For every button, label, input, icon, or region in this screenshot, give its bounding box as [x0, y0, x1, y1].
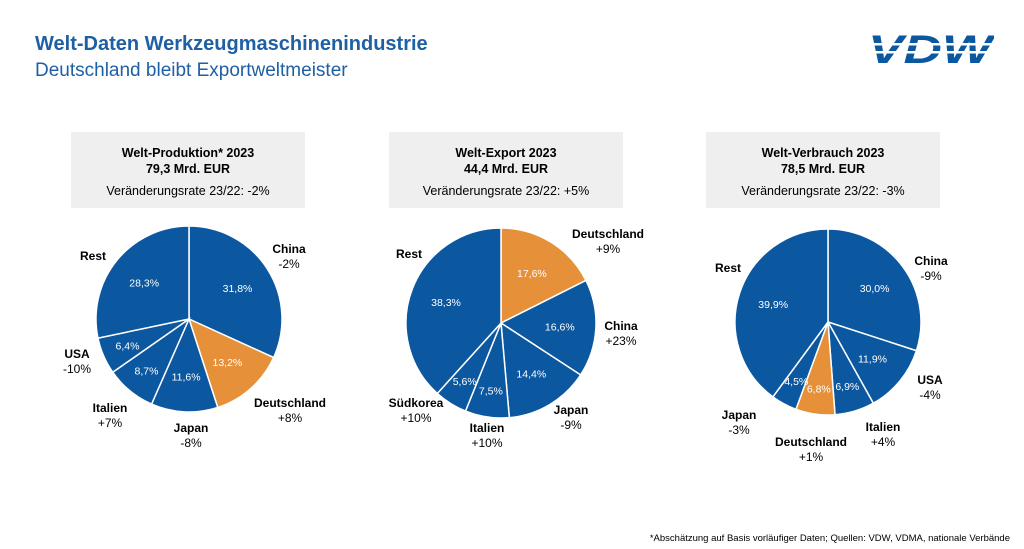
- consumption-value-label-deutschland: 6,8%: [807, 383, 831, 395]
- export-change-label-china: +23%: [605, 334, 636, 348]
- export-value-label-china: 16,6%: [545, 321, 575, 333]
- consumption-category-label-usa: USA: [917, 373, 943, 387]
- production-category-label-china: China: [272, 242, 306, 256]
- production-slice-rest: [95, 225, 190, 340]
- export-category-label-italien: Italien: [470, 421, 505, 435]
- export-value-label-rest: 38,3%: [431, 297, 461, 309]
- consumption-change-label-japan: -3%: [728, 423, 750, 437]
- panel-export: Welt-Export 2023 44,4 Mrd. EUR Veränderu…: [389, 132, 623, 208]
- export-change-label-japan: -9%: [560, 418, 582, 432]
- panel-export-title: Welt-Export 2023: [455, 146, 557, 160]
- export-slice-deutschland: [500, 227, 587, 325]
- page-subtitle: Deutschland bleibt Exportweltmeister: [35, 60, 348, 81]
- export-value-label-deutschland: 17,6%: [517, 268, 547, 280]
- panel-production-rate: Veränderungsrate 23/22: -2%: [106, 184, 270, 198]
- export-slice-japan: [500, 321, 582, 419]
- production-category-label-italien: Italien: [93, 401, 128, 415]
- consumption-value-label-rest: 39,9%: [758, 299, 788, 311]
- panel-production-title: Welt-Produktion* 2023: [121, 146, 255, 160]
- production-change-label-china: -2%: [278, 257, 300, 271]
- consumption-slice-china: [827, 228, 922, 352]
- panel-consumption-rate: Veränderungsrate 23/22: -3%: [741, 184, 905, 198]
- page-title: Welt-Daten Werkzeugmaschinenindustrie: [35, 33, 428, 55]
- export-value-label-japan: 14,4%: [516, 369, 546, 381]
- export-category-label-japan: Japan: [554, 403, 589, 417]
- export-category-label-rest: Rest: [396, 247, 422, 261]
- production-value-label-china: 31,8%: [223, 283, 253, 295]
- consumption-change-label-usa: -4%: [919, 388, 941, 402]
- export-value-label-italien: 7,5%: [479, 386, 503, 398]
- export-change-label-deutschland: +9%: [596, 242, 621, 256]
- panel-consumption-total: 78,5 Mrd. EUR: [780, 162, 866, 176]
- consumption-value-label-china: 30,0%: [860, 283, 890, 295]
- export-category-label-china: China: [604, 319, 638, 333]
- production-change-label-usa: -10%: [63, 362, 91, 376]
- consumption-category-label-china: China: [914, 254, 948, 268]
- production-change-label-italien: +7%: [98, 416, 123, 430]
- production-slice-china: [188, 225, 283, 359]
- consumption-change-label-deutschland: +1%: [799, 450, 824, 464]
- consumption-value-label-japan: 4,5%: [784, 376, 808, 388]
- export-category-label-deutschland: Deutschland: [572, 227, 644, 241]
- production-category-label-rest: Rest: [80, 249, 106, 263]
- consumption-category-label-deutschland: Deutschland: [775, 435, 847, 449]
- panel-export-rate: Veränderungsrate 23/22: +5%: [422, 184, 590, 198]
- consumption-value-label-usa: 11,9%: [858, 354, 887, 366]
- consumption-slice-rest: [734, 228, 829, 398]
- production-change-label-deutschland: +8%: [278, 411, 303, 425]
- footnote: *Abschätzung auf Basis vorläufiger Daten…: [649, 533, 1010, 544]
- production-category-label-deutschland: Deutschland: [254, 396, 326, 410]
- panel-export-total: 44,4 Mrd. EUR: [463, 162, 549, 176]
- panel-production: Welt-Produktion* 2023 79,3 Mrd. EUR Verä…: [71, 132, 305, 208]
- panel-consumption: Welt-Verbrauch 2023 78,5 Mrd. EUR Veränd…: [706, 132, 940, 208]
- consumption-value-label-italien: 6,9%: [835, 381, 859, 393]
- export-slice-china: [499, 279, 597, 376]
- production-value-label-rest: 28,3%: [129, 278, 159, 290]
- export-change-label-italien: +10%: [471, 436, 502, 450]
- production-change-label-japan: -8%: [180, 436, 202, 450]
- logo-text: VDW: [868, 30, 994, 68]
- consumption-change-label-italien: +4%: [871, 435, 896, 449]
- export-slice-rest: [405, 227, 502, 395]
- production-value-label-usa: 6,4%: [116, 341, 140, 353]
- production-category-label-usa: USA: [64, 347, 90, 361]
- panel-consumption-title: Welt-Verbrauch 2023: [761, 146, 885, 160]
- export-category-label-suedkorea: Südkorea: [389, 396, 444, 410]
- production-value-label-deutschland: 13,2%: [213, 357, 243, 369]
- vdw-logo: VDW: [866, 30, 994, 68]
- production-category-label-japan: Japan: [174, 421, 209, 435]
- consumption-category-label-italien: Italien: [866, 420, 901, 434]
- production-value-label-italien: 8,7%: [135, 366, 159, 378]
- consumption-category-label-rest: Rest: [715, 261, 741, 275]
- consumption-category-label-japan: Japan: [722, 408, 757, 422]
- export-change-label-suedkorea: +10%: [400, 411, 431, 425]
- export-value-label-suedkorea: 5,6%: [453, 376, 477, 388]
- production-slice-japan: [150, 316, 219, 413]
- production-slice-deutschland: [187, 317, 275, 409]
- consumption-slice-usa: [826, 320, 918, 405]
- production-value-label-japan: 11,6%: [172, 372, 201, 384]
- panel-production-total: 79,3 Mrd. EUR: [145, 162, 231, 176]
- consumption-change-label-china: -9%: [920, 269, 942, 283]
